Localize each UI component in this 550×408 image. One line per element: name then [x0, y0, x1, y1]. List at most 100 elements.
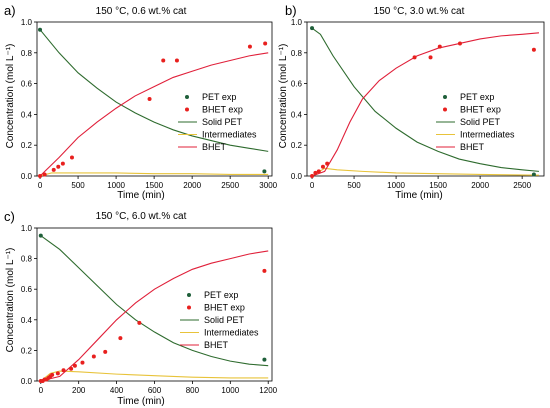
data-point-bhet-exp [55, 371, 60, 376]
legend-label: PET exp [204, 290, 238, 300]
y-tick-label: 1.0 [21, 18, 33, 27]
legend-label: BHET [460, 142, 485, 152]
legend-label: Solid PET [204, 315, 245, 325]
y-tick-label: 0.2 [21, 141, 33, 150]
x-tick-label: 200 [72, 386, 86, 395]
x-tick-label: 2500 [221, 181, 239, 190]
series-line-bhet [311, 32, 540, 177]
data-point-bhet-exp [69, 366, 74, 371]
legend-label: Solid PET [460, 117, 501, 127]
y-axis-label: Concentration (mol L⁻¹) [278, 44, 289, 149]
series-line-bhet [39, 52, 269, 177]
y-tick-label: 0.6 [21, 80, 33, 89]
plot-frame [306, 21, 545, 177]
legend-label: BHET exp [460, 105, 501, 115]
x-tick-label: 600 [148, 386, 162, 395]
x-tick-label: 800 [186, 386, 200, 395]
data-point-bhet-exp [51, 167, 56, 172]
legend-marker [187, 305, 191, 310]
chart-title: 150 °C, 0.6 wt.% cat [96, 6, 187, 17]
data-point-bhet-exp [80, 360, 85, 365]
y-tick-label: 0.6 [21, 285, 33, 294]
x-tick-label: 2500 [513, 181, 531, 190]
x-tick-label: 500 [347, 181, 361, 190]
data-point-bhet-exp [457, 41, 462, 46]
x-tick-label: 1500 [429, 181, 447, 190]
plot-area-b: 0 500 1000 1500 2000 2500 0.0 0.2 0.4 0.6 0.8 1.0 PE… [291, 18, 545, 190]
data-point-bhet-exp [174, 58, 179, 63]
x-tick-label: 3000 [259, 181, 277, 190]
legend: PET exp BHET exp Solid PET Intermediates BHE… [178, 92, 257, 152]
data-point-bhet-exp [313, 170, 318, 175]
legend-marker [185, 107, 189, 112]
x-tick-label: 400 [110, 386, 124, 395]
legend-label: BHET exp [202, 105, 243, 115]
x-tick-label: 2000 [471, 181, 489, 190]
panel-a: a) 150 °C, 0.6 wt.% cat Time (min) Conce… [4, 3, 278, 201]
series-line-solid-pet [39, 29, 269, 152]
plot-area-c: 0 200 400 600 800 1000 1200 0.0 0.2 0.4 0.6 0.8 1.0 P… [21, 224, 278, 395]
x-tick-label: 500 [71, 181, 85, 190]
y-tick-label: 1.0 [21, 224, 33, 233]
y-tick-label: 0.6 [291, 80, 303, 89]
data-point-bhet-exp [263, 41, 268, 46]
y-tick-label: 0.8 [21, 255, 33, 264]
x-axis-label: Time (min) [117, 396, 164, 407]
data-point-pet-exp [38, 27, 43, 32]
legend-label: PET exp [460, 92, 494, 102]
data-point-bhet-exp [161, 58, 166, 63]
series-line-solid-pet [311, 27, 540, 172]
plot-area-a: 0 500 1000 1500 2000 2500 3000 0.0 0.2 0.4 0.6 0.8 1… [21, 18, 278, 190]
x-tick-label: 1000 [221, 386, 239, 395]
y-tick-label: 0.8 [291, 49, 303, 58]
data-point-bhet-exp [316, 169, 321, 174]
data-point-bhet-exp [531, 47, 536, 52]
x-tick-label: 1000 [107, 181, 125, 190]
panel-c: c) 150 °C, 6.0 wt.% cat Time (min) Conce… [4, 209, 278, 407]
data-point-bhet-exp [147, 97, 152, 101]
data-point-bhet-exp [38, 174, 43, 178]
legend-label: Intermediates [204, 328, 259, 338]
x-axis-label: Time (min) [395, 190, 442, 201]
chart-title: 150 °C, 3.0 wt.% cat [374, 6, 465, 17]
data-point-bhet-exp [247, 44, 252, 49]
data-point-bhet-exp [69, 155, 74, 160]
data-point-bhet-exp [137, 320, 142, 325]
y-tick-label: 0.4 [21, 316, 33, 325]
legend-marker [443, 107, 447, 112]
legend-label: PET exp [202, 92, 236, 102]
panel-label: c) [4, 209, 15, 224]
x-axis-label: Time (min) [117, 190, 164, 201]
data-point-pet-exp [262, 169, 267, 174]
data-point-bhet-exp [412, 55, 417, 60]
x-tick-label: 0 [38, 181, 43, 190]
data-point-bhet-exp [91, 354, 96, 359]
data-point-pet-exp [38, 233, 43, 238]
y-tick-label: 0.2 [291, 141, 303, 150]
chart-title: 150 °C, 6.0 wt.% cat [96, 211, 187, 222]
data-point-bhet-exp [42, 172, 47, 177]
x-tick-label: 0 [39, 386, 44, 395]
y-tick-label: 0.4 [21, 110, 33, 119]
legend-marker [443, 95, 447, 99]
y-tick-label: 1.0 [291, 18, 303, 27]
data-point-bhet-exp [118, 336, 123, 341]
legend-label: Intermediates [460, 130, 515, 140]
y-axis-label: Concentration (mol L⁻¹) [5, 248, 16, 353]
x-tick-label: 1500 [145, 181, 163, 190]
data-point-bhet-exp [320, 164, 325, 169]
legend-label: BHET [202, 142, 227, 152]
x-tick-label: 0 [310, 181, 315, 190]
data-point-bhet-exp [61, 368, 66, 373]
data-point-bhet-exp [72, 363, 77, 368]
panel-label: b) [285, 3, 297, 18]
data-point-pet-exp [262, 357, 267, 362]
y-tick-label: 0.0 [21, 377, 33, 386]
data-point-pet-exp [310, 26, 315, 31]
series-line-intermediates [40, 370, 269, 382]
series-line-intermediates [39, 172, 269, 177]
data-point-bhet-exp [437, 44, 442, 49]
panel-b: b) 150 °C, 3.0 wt.% cat Time (min) Conce… [278, 3, 545, 201]
legend: PET exp BHET exp Solid PET Intermediates BHE… [436, 92, 515, 152]
data-point-bhet-exp [50, 372, 55, 377]
